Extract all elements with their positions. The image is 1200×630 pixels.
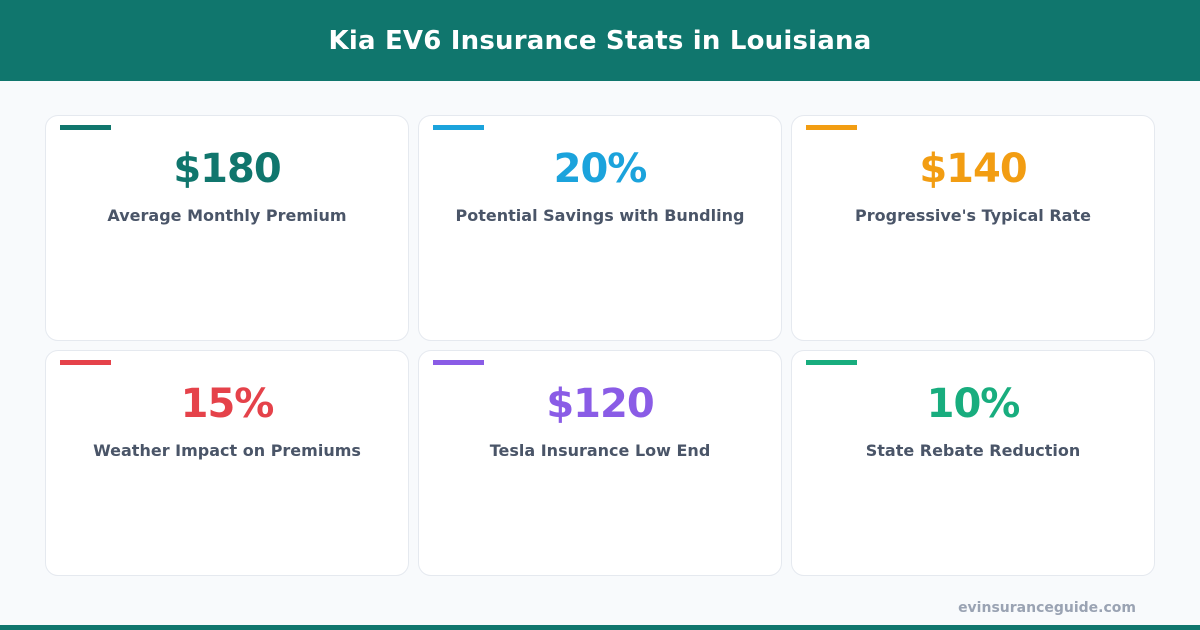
stat-card-progressive-rate: $140 Progressive's Typical Rate <box>791 115 1155 341</box>
stat-value: 15% <box>180 381 275 427</box>
card-accent-bar <box>433 125 484 130</box>
stat-label: Weather Impact on Premiums <box>93 441 361 460</box>
stat-value: $120 <box>546 381 654 427</box>
stat-label: State Rebate Reduction <box>865 441 1081 460</box>
stat-value: $180 <box>173 146 281 192</box>
stat-value: 10% <box>926 381 1021 427</box>
stat-card-bundling-savings: 20% Potential Savings with Bundling <box>418 115 782 341</box>
stat-card-average-monthly-premium: $180 Average Monthly Premium <box>45 115 409 341</box>
card-accent-bar <box>806 360 857 365</box>
stat-card-state-rebate: 10% State Rebate Reduction <box>791 350 1155 576</box>
footer-bar <box>0 625 1200 630</box>
card-accent-bar <box>806 125 857 130</box>
header-banner: Kia EV6 Insurance Stats in Louisiana <box>0 0 1200 81</box>
card-accent-bar <box>433 360 484 365</box>
stat-card-tesla-low-end: $120 Tesla Insurance Low End <box>418 350 782 576</box>
page-title: Kia EV6 Insurance Stats in Louisiana <box>328 25 872 56</box>
stat-value: 20% <box>553 146 648 192</box>
stat-card-weather-impact: 15% Weather Impact on Premiums <box>45 350 409 576</box>
stat-label: Progressive's Typical Rate <box>855 206 1091 225</box>
stat-label: Potential Savings with Bundling <box>455 206 745 225</box>
stat-value: $140 <box>919 146 1027 192</box>
stat-label: Tesla Insurance Low End <box>489 441 711 460</box>
card-accent-bar <box>60 125 111 130</box>
site-watermark: evinsuranceguide.com <box>958 600 1136 616</box>
stat-label: Average Monthly Premium <box>107 206 347 225</box>
card-accent-bar <box>60 360 111 365</box>
